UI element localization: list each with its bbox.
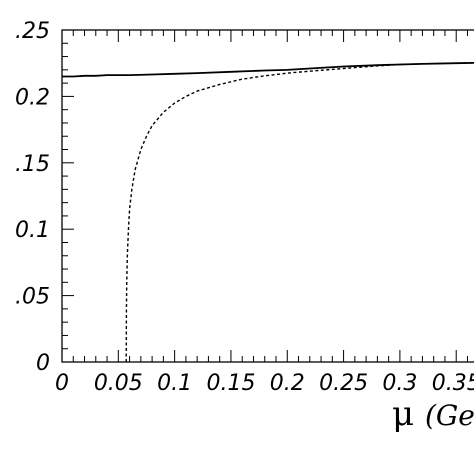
y-tick-label: 0.1	[15, 218, 50, 243]
x-tick-label: 0.05	[94, 371, 143, 396]
plot-border	[61, 29, 474, 363]
x-tick-labels: 0 0.05 0.1 0.15 0.2 0.25 0.3 0.35	[55, 371, 474, 396]
y-ticks	[62, 29, 74, 363]
x-axis-symbol: μ	[392, 394, 414, 434]
y-tick-label: 0.2	[15, 85, 50, 110]
series-line-dashed	[125, 62, 474, 363]
y-tick-label: 0	[36, 351, 50, 376]
x-tick-label: 0	[55, 371, 69, 396]
x-ticks	[61, 30, 468, 362]
y-tick-label: .05	[15, 285, 50, 310]
plot-frame	[61, 29, 474, 363]
x-tick-label: 0.2	[270, 371, 305, 396]
x-tick-label: 0.35	[432, 371, 474, 396]
y-tick-labels: 0 .05 0.1 .15 0.2 .25	[15, 19, 50, 376]
y-tick-label: .15	[15, 152, 50, 177]
series-line-solid	[62, 61, 474, 78]
y-tick-label: .25	[15, 19, 50, 44]
x-tick-label: 0.3	[382, 371, 417, 396]
series-layer	[62, 61, 474, 363]
x-tick-label: 0.15	[206, 371, 255, 396]
x-tick-label: 0.1	[157, 371, 192, 396]
x-tick-label: 0.25	[319, 371, 368, 396]
x-axis-unit: (Ge	[425, 399, 474, 432]
